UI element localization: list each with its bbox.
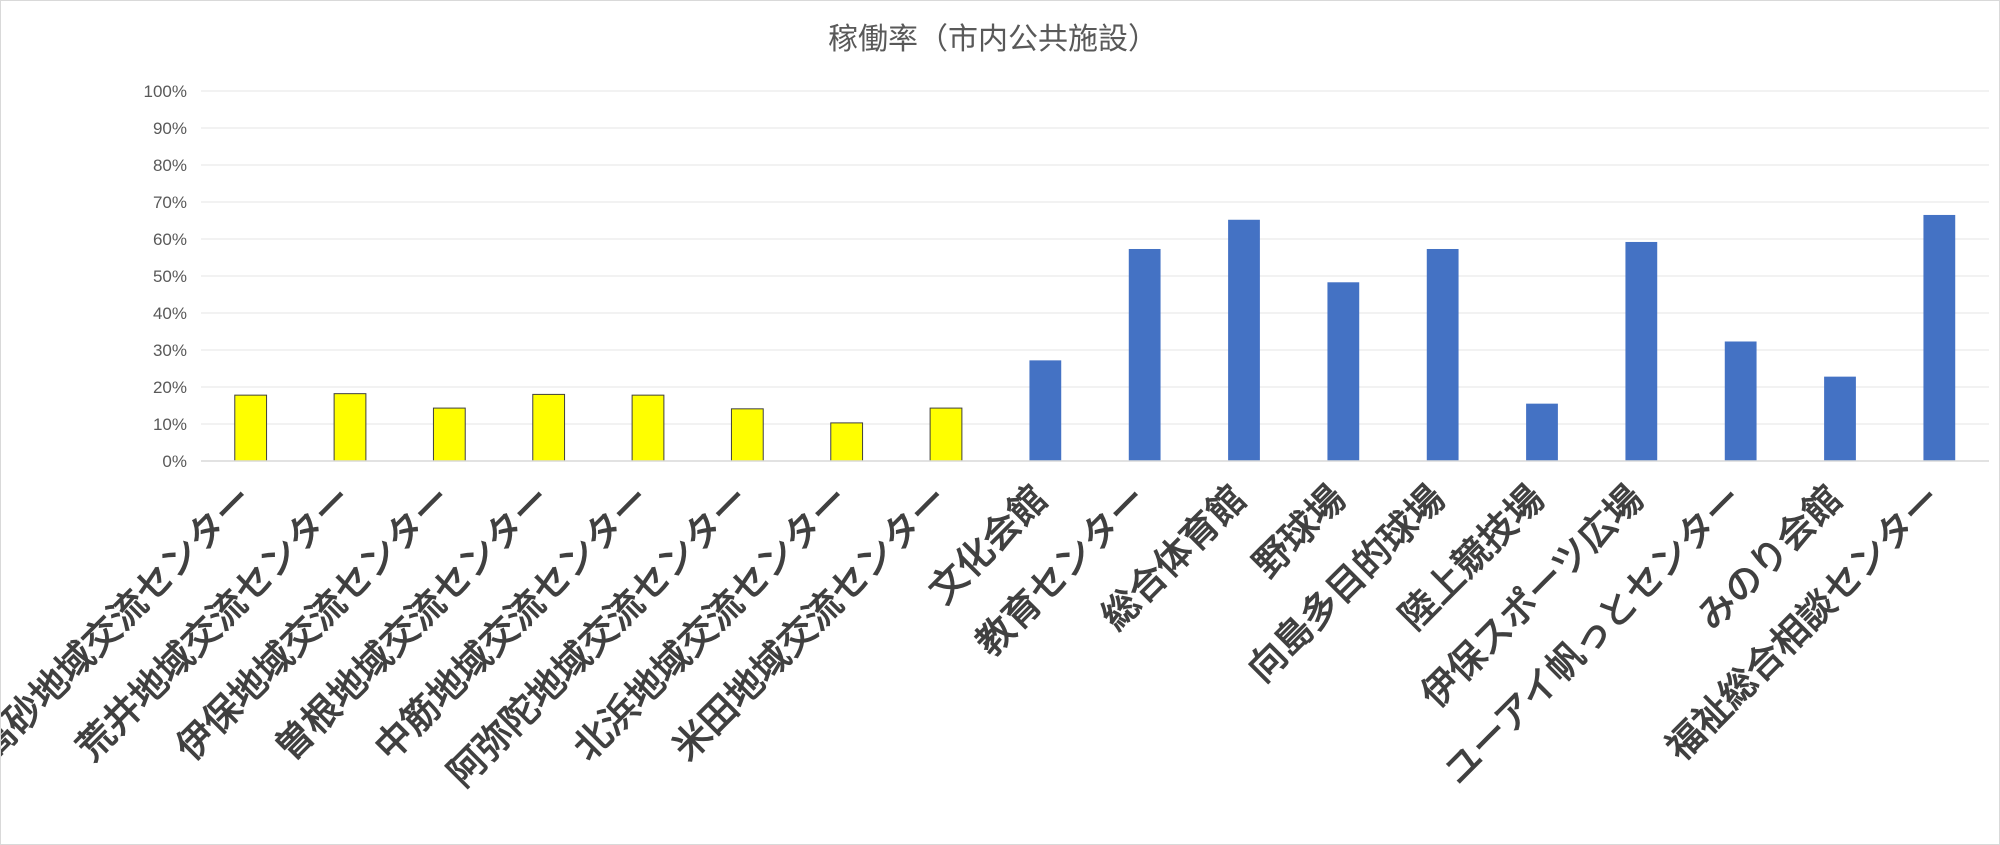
bar — [1923, 214, 1956, 461]
bar — [1426, 248, 1459, 461]
y-tick-label: 20% — [153, 378, 187, 397]
bar — [1824, 376, 1856, 461]
x-axis-category-labels: 高砂地域交流センター荒井地域交流センター伊保地域交流センター曽根地域交流センター… — [1, 477, 1950, 795]
y-tick-label: 90% — [153, 119, 187, 138]
y-tick-label: 10% — [153, 415, 187, 434]
bar — [1029, 360, 1062, 461]
y-tick-label: 70% — [153, 193, 187, 212]
bar — [1228, 219, 1260, 461]
bar — [432, 407, 466, 462]
y-tick-label: 0% — [162, 452, 187, 471]
bar — [830, 422, 864, 462]
bar — [1724, 341, 1757, 461]
bar — [1526, 403, 1558, 461]
bar — [1327, 282, 1360, 461]
chart-title: 稼働率（市内公共施設） — [828, 22, 1158, 57]
bar — [333, 393, 367, 462]
bar — [929, 407, 963, 462]
bar — [1128, 248, 1161, 461]
y-axis-tick-labels: 0% 10% 20% 30% 40% 50% 60% 70% 80% 90% 100% — [144, 82, 187, 471]
bar — [730, 408, 764, 462]
bar — [1625, 241, 1658, 461]
y-tick-label: 60% — [153, 230, 187, 249]
gridlines — [201, 90, 1989, 425]
y-tick-label: 30% — [153, 341, 187, 360]
x-category-label: 教育センター — [968, 477, 1155, 664]
y-tick-label: 100% — [144, 82, 187, 101]
y-tick-label: 80% — [153, 156, 187, 175]
bar — [234, 394, 268, 462]
bar — [532, 393, 566, 462]
y-tick-label: 50% — [153, 267, 187, 286]
y-tick-label: 40% — [153, 304, 187, 323]
bar — [631, 394, 665, 462]
